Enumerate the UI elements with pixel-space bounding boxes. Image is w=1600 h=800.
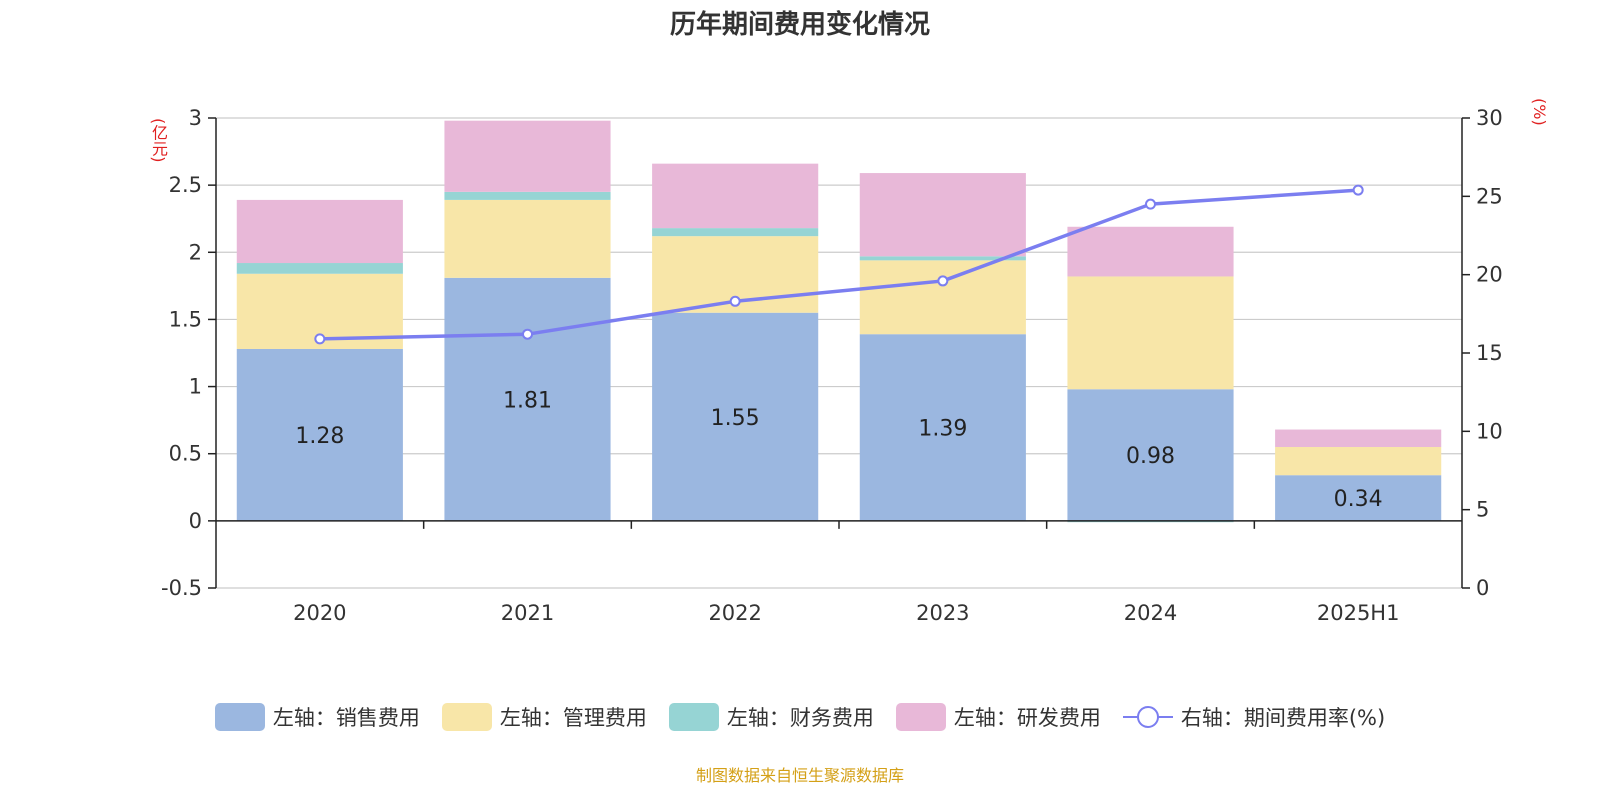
left-tick-label: 3 [189, 106, 202, 130]
bar-segment [652, 228, 819, 237]
bar-segment [859, 334, 1026, 521]
x-tick-label: 2020 [293, 601, 346, 625]
legend-swatch-finance [668, 703, 719, 731]
legend-label-finance: 左轴：财务费用 [726, 706, 874, 730]
bar-segment [1275, 475, 1442, 521]
legend-swatch-rd [895, 703, 946, 731]
legend-item-finance[interactable]: 左轴：财务费用 [668, 702, 874, 732]
rate-line [319, 188, 1359, 341]
bar-segment [1067, 389, 1234, 521]
bar-segment [444, 191, 611, 200]
bar-segment [1067, 276, 1234, 390]
left-tick-label: 1.5 [169, 307, 202, 331]
left-tick-label: 2.5 [169, 173, 202, 197]
left-axis-unit: (亿元) [149, 118, 168, 163]
rate-point [1145, 198, 1156, 210]
right-axis-unit: (%) [1530, 98, 1549, 126]
left-tick-label: -0.5 [161, 576, 202, 600]
right-tick-label: 25 [1476, 184, 1503, 208]
bar-segment [1275, 429, 1442, 447]
chart-title: 历年期间费用变化情况 [669, 10, 930, 40]
right-tick-label: 10 [1476, 419, 1503, 443]
x-tick-label: 2022 [708, 601, 761, 625]
legend-item-sales[interactable]: 左轴：销售费用 [214, 702, 420, 732]
x-tick-label: 2021 [501, 601, 554, 625]
bar-data-label: 1.81 [503, 388, 552, 413]
right-tick-label: 0 [1476, 576, 1489, 600]
legend-swatch-sales [214, 703, 265, 731]
source-note: 制图数据来自恒生聚源数据库 [695, 766, 904, 785]
rate-point [937, 275, 949, 287]
x-tick-label: 2024 [1124, 601, 1177, 625]
rate-point [522, 328, 533, 340]
legend-item-rd[interactable]: 左轴：研发费用 [895, 702, 1101, 732]
x-tick-label: 2023 [916, 601, 969, 625]
legend-label-sales: 左轴：销售费用 [272, 706, 420, 730]
bar-segment [652, 312, 819, 521]
bar-segment [859, 256, 1026, 261]
rate-point [1352, 184, 1364, 196]
bar-data-label: 1.55 [711, 406, 760, 431]
left-tick-label: 0.5 [169, 442, 202, 466]
bar-segment [444, 120, 611, 192]
bar-segment [444, 199, 611, 278]
bar-segment [444, 277, 611, 521]
bar-data-label: 0.34 [1334, 487, 1383, 512]
right-tick-label: 15 [1476, 341, 1503, 365]
legend-item-rate[interactable]: 右轴：期间费用率(%) [1122, 702, 1386, 732]
bar-data-label: 1.39 [918, 417, 967, 442]
legend-label-rd: 左轴：研发费用 [953, 706, 1101, 730]
bar-data-label: 1.28 [295, 424, 344, 449]
left-tick-label: 0 [189, 509, 202, 533]
bar-segment [236, 348, 403, 521]
legend-label-admin: 左轴：管理费用 [499, 706, 647, 730]
bar-segment [859, 173, 1026, 257]
legend: 左轴：销售费用 左轴：管理费用 左轴：财务费用 左轴：研发费用 右轴：期间费用率… [0, 702, 1600, 732]
right-tick-label: 20 [1476, 263, 1503, 287]
bar-data-label: 0.98 [1126, 444, 1175, 469]
legend-swatch-rate [1122, 706, 1173, 728]
legend-swatch-admin [441, 703, 492, 731]
bar-segment [236, 199, 403, 264]
left-tick-label: 1 [189, 375, 202, 399]
bar-segment [236, 263, 403, 274]
right-tick-label: 5 [1476, 498, 1489, 522]
legend-label-rate: 右轴：期间费用率(%) [1180, 706, 1386, 730]
right-tick-label: 30 [1476, 106, 1503, 130]
bar-segment [652, 163, 819, 229]
bar-segment [1275, 447, 1442, 476]
legend-item-admin[interactable]: 左轴：管理费用 [441, 702, 647, 732]
rate-point [314, 333, 326, 345]
bar-segment [1067, 226, 1234, 277]
left-tick-label: 2 [189, 240, 202, 264]
x-tick-label: 2025H1 [1317, 601, 1400, 625]
rate-point [729, 295, 741, 307]
bar-segment [859, 260, 1026, 335]
